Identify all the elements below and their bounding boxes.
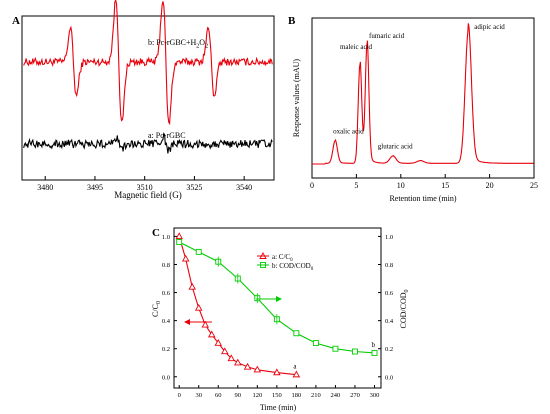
panel-a-x-tick-label: 3480 bbox=[37, 183, 53, 192]
panel-c-legend: a: C/C0 b: COD/COD0 bbox=[257, 252, 314, 272]
panel-a-letter: A bbox=[12, 15, 20, 27]
panel-c-x-tick-label: 240 bbox=[331, 392, 341, 399]
panel-c-series-b-point bbox=[312, 340, 319, 347]
panel-c-y-tick-label-right: 0.8 bbox=[385, 262, 393, 269]
panel-c-y-tick-label-left: 0.4 bbox=[162, 318, 171, 325]
panel-c-y-tick-label-left: 1.0 bbox=[162, 234, 170, 241]
panel-c-x-tick-label: 60 bbox=[215, 392, 222, 399]
panel-b-xlabel: Retention time (min) bbox=[389, 194, 456, 203]
panel-b-x-tick-label: 25 bbox=[530, 181, 538, 190]
panel-c-y-tick-label-left: 0.0 bbox=[162, 374, 170, 381]
panel-c-x-tick-label: 270 bbox=[350, 392, 360, 399]
panel-c-series-a-point bbox=[194, 303, 203, 311]
panel-c-series-a-point bbox=[221, 347, 229, 355]
panel-c-series-a-point bbox=[292, 370, 301, 378]
panel-c-series-a-point bbox=[253, 365, 262, 373]
panel-c-series-end-label: b bbox=[371, 341, 375, 349]
panel-b-x-tick-label: 10 bbox=[397, 181, 405, 190]
panel-c-x-tick-label: 180 bbox=[292, 392, 302, 399]
legend-triangle-marker bbox=[259, 252, 267, 259]
panel-c-series-b-point bbox=[195, 248, 202, 255]
panel-b-peak-label: glutaric acid bbox=[378, 143, 413, 151]
panel-a-x-ticks: 3480 3495 3510 3525 3540 bbox=[37, 176, 252, 192]
panel-c-y-tick-label-left: 0.2 bbox=[162, 346, 170, 353]
panel-c-y-tick-label-left: 0.8 bbox=[162, 262, 170, 269]
panel-c-letter: C bbox=[152, 227, 160, 239]
panel-c-axes: 0 30 60 90 120 150 180 210 240 270 300 0.0 0.0 0.2 0.2… bbox=[162, 234, 394, 399]
panel-c-frame bbox=[173, 227, 382, 389]
panel-b-x-tick-label: 20 bbox=[486, 181, 494, 190]
green-arrow-head bbox=[276, 296, 282, 302]
panel-c-y-tick-label-right: 0.2 bbox=[385, 346, 393, 353]
panel-b-letter: B bbox=[288, 15, 296, 27]
panel-c-series-a-point bbox=[188, 282, 196, 290]
panel-c-series-b-point bbox=[371, 349, 378, 356]
panel-c-y-tick-label-right: 0.0 bbox=[385, 374, 393, 381]
panel-c-series-b-point bbox=[293, 330, 300, 337]
panel-c-series-end-label: a bbox=[293, 363, 297, 371]
panel-c-y-tick-label-right: 1.0 bbox=[385, 234, 393, 241]
legend-square-marker bbox=[260, 262, 266, 268]
panel-a-x-tick-label: 3510 bbox=[137, 183, 153, 192]
panel-c-y-tick-label-right: 0.4 bbox=[385, 318, 394, 325]
panel-c-y-tick-label-right: 0.6 bbox=[385, 290, 394, 297]
panel-c-x-tick-label: 300 bbox=[370, 392, 380, 399]
panel-c-series-a-point bbox=[201, 320, 210, 328]
panel-a-x-tick-label: 3525 bbox=[186, 183, 202, 192]
panel-a: A 3480 3495 3510 3525 3540 Magnetic field (G… bbox=[12, 0, 275, 200]
panel-c-axis-arrows bbox=[184, 296, 282, 325]
panel-a-series-a-label: a: Pc-rGBC bbox=[148, 131, 186, 140]
panel-c-y-tick-label-left: 0.6 bbox=[162, 290, 171, 297]
panel-a-x-tick-label: 3540 bbox=[236, 183, 252, 192]
panel-c-xlabel: Time (min) bbox=[260, 403, 297, 412]
panel-b-frame bbox=[311, 17, 535, 179]
panel-c-x-tick-label: 0 bbox=[178, 392, 181, 399]
panel-b-x-ticks: 0 5 10 15 20 25 bbox=[310, 174, 538, 190]
panel-c-series-b-point bbox=[332, 345, 339, 352]
panel-c-series-a-point bbox=[207, 330, 216, 338]
panel-c-series-a-point bbox=[243, 362, 252, 370]
panel-c-x-tick-label: 120 bbox=[252, 392, 262, 399]
panel-b-peak-label: adipic acid bbox=[474, 23, 505, 31]
panel-c-series-a-point bbox=[234, 358, 242, 366]
panel-c-series-a-point bbox=[181, 254, 190, 262]
panel-a-series-b-label: b: Pc-rGBC+H2O2 bbox=[148, 38, 208, 50]
panel-a-x-tick-label: 3495 bbox=[87, 183, 103, 192]
legend-series-a: a: C/C0 bbox=[272, 253, 293, 263]
panel-b-ylabel: Response values (mAU) bbox=[292, 59, 301, 138]
red-arrow-head bbox=[184, 319, 190, 325]
panel-c-series-a-point bbox=[214, 338, 223, 346]
panel-b-peak-labels: oxalic acid maleic acid fumaric acid glutar… bbox=[333, 23, 505, 151]
panel-b-peak-label: maleic acid bbox=[340, 43, 373, 51]
panel-c-ylabel-right: COD/COD0 bbox=[399, 289, 410, 328]
panel-a-xlabel: Magnetic field (G) bbox=[114, 190, 181, 200]
panel-c-series-a-point bbox=[227, 354, 236, 362]
panel-c-x-tick-label: 90 bbox=[235, 392, 242, 399]
panel-c-series: ab bbox=[175, 232, 378, 378]
panel-c-x-tick-label: 150 bbox=[272, 392, 282, 399]
panel-b-peak-label: oxalic acid bbox=[333, 128, 364, 136]
panel-a-series-b-line bbox=[23, 0, 273, 126]
panel-b-peak-label: fumaric acid bbox=[369, 32, 405, 40]
panel-c-series-a-point bbox=[175, 232, 183, 240]
panel-c-series-a-point bbox=[273, 368, 281, 376]
panel-b-x-tick-label: 5 bbox=[354, 181, 358, 190]
panel-b-chromatogram-line bbox=[312, 23, 534, 165]
panel-b-x-tick-label: 15 bbox=[441, 181, 449, 190]
panel-c-x-tick-label: 30 bbox=[195, 392, 202, 399]
legend-series-b: b: COD/COD0 bbox=[272, 262, 314, 272]
panel-c-ylabel-left: C/C0 bbox=[151, 301, 162, 317]
panel-b-x-tick-label: 0 bbox=[310, 181, 314, 190]
panel-b: B 0 5 10 15 20 25 oxalic acid maleic acid fumar… bbox=[288, 15, 538, 203]
panel-a-series-a-line bbox=[23, 132, 273, 154]
panel-c-series-b-point bbox=[176, 239, 183, 245]
panel-c-series-b-point bbox=[352, 348, 358, 355]
panel-a-frame bbox=[21, 15, 275, 181]
panel-c-x-tick-label: 210 bbox=[311, 392, 321, 399]
panel-b-chromatogram bbox=[312, 23, 534, 165]
panel-a-spectra bbox=[23, 0, 273, 154]
